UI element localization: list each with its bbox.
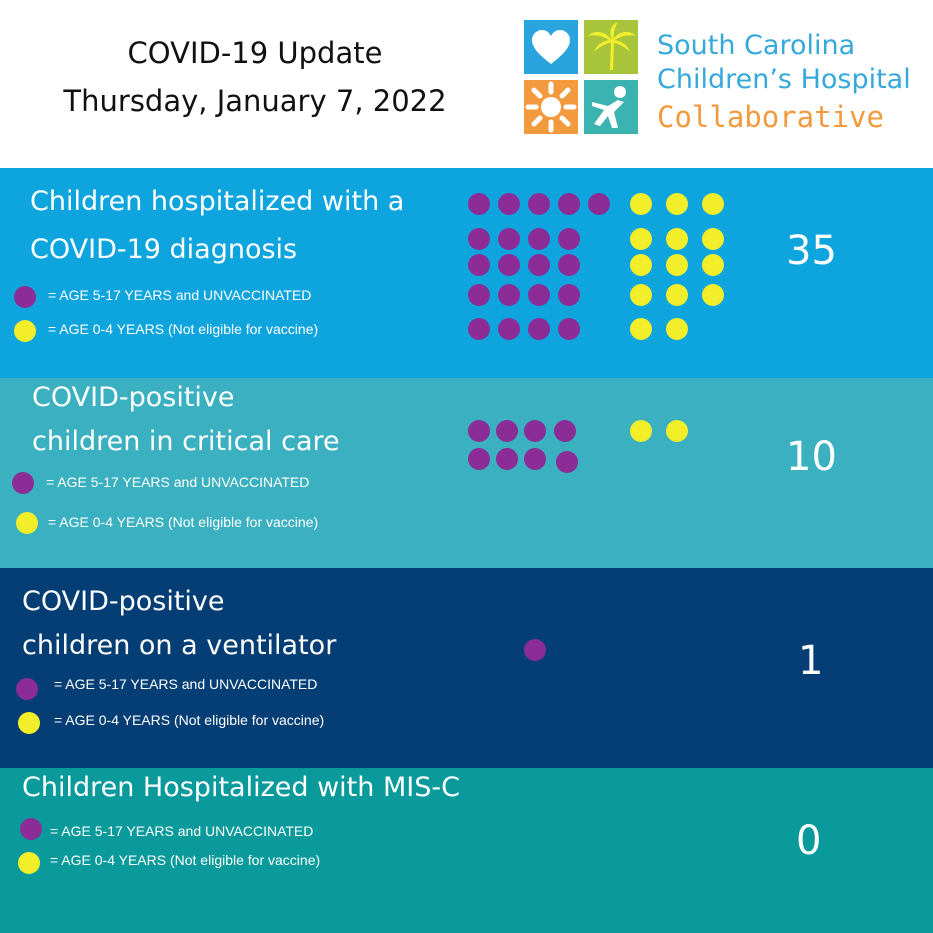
purple-dot [498,318,520,340]
yellow-dot [666,284,688,306]
purple-dot [558,193,580,215]
purple-dot [498,254,520,276]
child-figure-icon [584,80,638,134]
purple-dot [528,193,550,215]
yellow-dot [666,193,688,215]
purple-dot [524,448,546,470]
purple-dot [468,254,490,276]
page-date: Thursday, January 7, 2022 [63,84,447,118]
section-title-line1: COVID-positive [22,586,225,617]
yellow-dot [666,254,688,276]
purple-dot [468,228,490,250]
section-title-line1: COVID-positive [32,382,235,413]
purple-dot [524,639,546,661]
purple-dot [524,420,546,442]
legend-purple-dot [16,678,38,700]
purple-dot [558,284,580,306]
purple-dot [468,284,490,306]
section-title-line2: children in critical care [32,426,340,457]
sun-icon [524,80,578,134]
logo-text-line1: South Carolina [657,30,856,61]
section-title-line1: Children Hospitalized with MIS-C [22,772,460,803]
section-ventilator: COVID-positive children on a ventilator … [0,568,933,768]
legend-yellow-dot [18,852,40,874]
yellow-dot [630,318,652,340]
legend-purple-label: = AGE 5-17 YEARS and UNVACCINATED [48,287,312,303]
yellow-dot [666,420,688,442]
purple-dot [588,193,610,215]
section-title-line2: children on a ventilator [22,630,337,661]
section-hospitalized: Children hospitalized with a COVID-19 di… [0,168,933,378]
purple-dot [528,254,550,276]
logo-mark [524,20,638,134]
yellow-dot [666,318,688,340]
logo-text-line2: Children’s Hospital [657,64,911,95]
purple-dot [468,318,490,340]
purple-dot [496,420,518,442]
purple-dot [556,451,578,473]
yellow-dot [630,284,652,306]
purple-dot [558,228,580,250]
purple-dot [558,318,580,340]
purple-dot [468,193,490,215]
header: COVID-19 Update Thursday, January 7, 202… [0,0,933,168]
count-value: 0 [796,818,822,864]
purple-dot [554,420,576,442]
legend-purple-dot [20,818,42,840]
yellow-dot [630,228,652,250]
legend-yellow-dot [16,512,38,534]
logo-text-line3: Collaborative [657,100,884,134]
legend-yellow-dot [14,320,36,342]
legend-yellow-dot [18,712,40,734]
section-critical-care: COVID-positive children in critical care… [0,378,933,568]
section-mis-c: Children Hospitalized with MIS-C = AGE 5… [0,768,933,933]
legend-yellow-label: = AGE 0-4 YEARS (Not eligible for vaccin… [48,321,319,337]
yellow-dot [702,284,724,306]
legend-purple-label: = AGE 5-17 YEARS and UNVACCINATED [50,823,314,839]
section-title-line2: COVID-19 diagnosis [30,234,298,265]
purple-dot [496,448,518,470]
yellow-dot [630,254,652,276]
yellow-dot [702,254,724,276]
legend-yellow-label: = AGE 0-4 YEARS (Not eligible for vaccin… [54,712,325,728]
count-value: 1 [798,638,824,684]
legend-yellow-label: = AGE 0-4 YEARS (Not eligible for vaccin… [48,514,319,530]
purple-dot [528,318,550,340]
legend-yellow-label: = AGE 0-4 YEARS (Not eligible for vaccin… [50,852,321,868]
purple-dot [528,284,550,306]
palm-tree-icon [584,20,638,74]
yellow-dot [702,193,724,215]
purple-dot [498,228,520,250]
purple-dot [528,228,550,250]
purple-dot [468,448,490,470]
yellow-dot [702,228,724,250]
legend-purple-label: = AGE 5-17 YEARS and UNVACCINATED [46,474,310,490]
purple-dot [498,284,520,306]
count-value: 10 [786,434,837,480]
count-value: 35 [786,228,837,274]
legend-purple-dot [14,286,36,308]
legend-purple-dot [12,472,34,494]
section-title-line1: Children hospitalized with a [30,186,405,217]
page-title: COVID-19 Update [127,36,383,70]
purple-dot [498,193,520,215]
yellow-dot [630,420,652,442]
purple-dot [468,420,490,442]
heart-icon [524,20,578,74]
purple-dot [558,254,580,276]
yellow-dot [630,193,652,215]
legend-purple-label: = AGE 5-17 YEARS and UNVACCINATED [54,676,318,692]
yellow-dot [666,228,688,250]
